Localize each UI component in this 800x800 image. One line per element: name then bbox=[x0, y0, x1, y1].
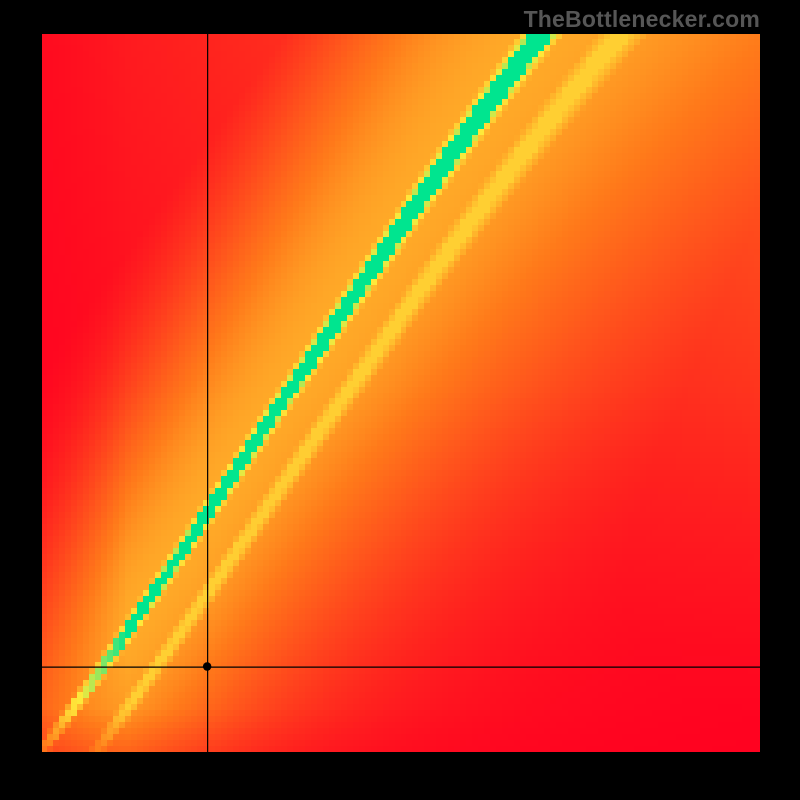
chart-container: TheBottlenecker.com bbox=[0, 0, 800, 800]
watermark-text: TheBottlenecker.com bbox=[524, 6, 760, 33]
heatmap-canvas bbox=[42, 34, 760, 752]
